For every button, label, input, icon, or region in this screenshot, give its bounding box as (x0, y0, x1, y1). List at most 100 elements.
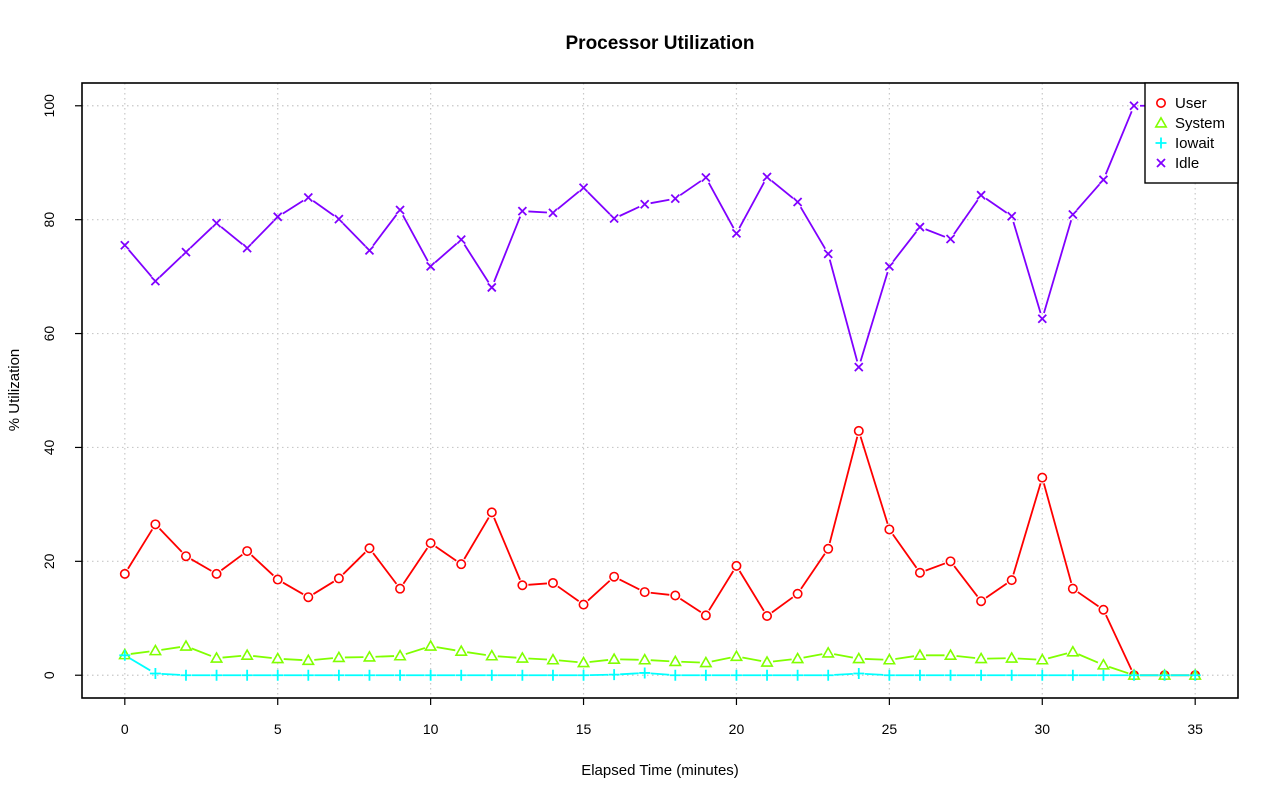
y-tick-label: 100 (41, 94, 57, 118)
system-point (699, 655, 713, 668)
idle-point (1098, 175, 1109, 185)
idle-point (792, 197, 803, 207)
user-point (578, 599, 589, 610)
system-point (943, 648, 958, 660)
system-point (271, 651, 285, 664)
system-point (362, 650, 377, 662)
system-point (821, 646, 835, 658)
idle-point (1068, 209, 1078, 220)
iowait-point (945, 669, 957, 681)
series-iowait (119, 649, 1201, 681)
system-point (576, 655, 591, 668)
user-point (853, 425, 864, 436)
system-point (209, 651, 224, 663)
idle-point (640, 199, 650, 209)
user-point (180, 551, 191, 562)
iowait-point (700, 669, 712, 681)
user-point (119, 568, 130, 579)
user-point (884, 524, 895, 535)
x-tick-label: 20 (729, 721, 745, 737)
user-point (1006, 575, 1017, 586)
system-point (179, 639, 193, 651)
idle-point (731, 228, 742, 238)
system-point (882, 653, 896, 665)
system-point (1096, 658, 1111, 670)
system-point (301, 653, 315, 666)
system-point (240, 648, 254, 660)
idle-point (273, 212, 283, 222)
iowait-point (792, 669, 804, 681)
user-point (976, 596, 987, 607)
iowait-point (669, 669, 681, 681)
system-point (913, 648, 927, 660)
system-point (332, 650, 346, 663)
legend-label-iowait: Iowait (1175, 135, 1215, 152)
user-point (150, 519, 161, 530)
idle-point (364, 245, 375, 256)
series-line-iowait (129, 657, 1190, 677)
iowait-point (363, 669, 375, 681)
system-point (1035, 653, 1049, 665)
iowait-point (914, 669, 926, 681)
user-point (700, 610, 711, 621)
x-axis-label: Elapsed Time (minutes) (581, 762, 739, 779)
idle-point (976, 190, 986, 200)
system-point (729, 649, 744, 662)
user-point (609, 571, 620, 582)
idle-point (456, 234, 466, 245)
x-tick-label: 5 (274, 721, 282, 737)
user-point (792, 588, 803, 599)
iowait-point (272, 669, 284, 681)
idle-point (945, 234, 956, 244)
iowait-point (394, 669, 406, 681)
idle-point (181, 247, 191, 257)
system-point (791, 651, 805, 664)
user-point (731, 560, 742, 571)
idle-point (915, 222, 925, 232)
iowait-point (425, 669, 437, 681)
legend-marker-user (1156, 98, 1167, 109)
user-point (425, 538, 436, 549)
iowait-point (578, 669, 590, 681)
iowait-point (883, 669, 895, 681)
user-point (517, 580, 528, 591)
user-point (945, 556, 956, 567)
iowait-point (149, 668, 161, 680)
iowait-point (1036, 669, 1048, 681)
user-point (639, 587, 650, 598)
idle-point (701, 172, 711, 183)
iowait-point (547, 669, 559, 681)
user-point (395, 583, 406, 594)
system-point (393, 649, 407, 661)
iowait-point (975, 669, 987, 681)
y-tick-label: 40 (41, 439, 57, 455)
plot-frame (81, 82, 1239, 699)
series-line-user (127, 436, 1190, 677)
iowait-point (486, 669, 498, 681)
y-tick-label: 20 (41, 553, 57, 569)
iowait-point (822, 669, 834, 681)
system-point (148, 643, 162, 656)
system-point (607, 652, 621, 664)
iowait-point (1189, 669, 1201, 681)
user-point (1098, 604, 1109, 615)
legend-label-user: User (1175, 95, 1207, 112)
idle-point (609, 213, 619, 224)
x-tick-label: 25 (882, 721, 898, 737)
series-layer (118, 101, 1202, 681)
legend-marker-system (1154, 116, 1168, 128)
user-point (547, 577, 558, 588)
y-axis-label: % Utilization (6, 349, 23, 432)
idle-point (854, 362, 864, 372)
user-point (823, 543, 834, 554)
system-point (668, 654, 682, 667)
system-point (546, 653, 560, 665)
legend-marker-idle (1156, 158, 1166, 168)
user-point (303, 592, 314, 603)
idle-point (578, 183, 589, 193)
legend-label-system: System (1175, 115, 1225, 132)
x-tick-label: 15 (576, 721, 592, 737)
idle-point (762, 172, 772, 182)
system-point (760, 655, 774, 667)
